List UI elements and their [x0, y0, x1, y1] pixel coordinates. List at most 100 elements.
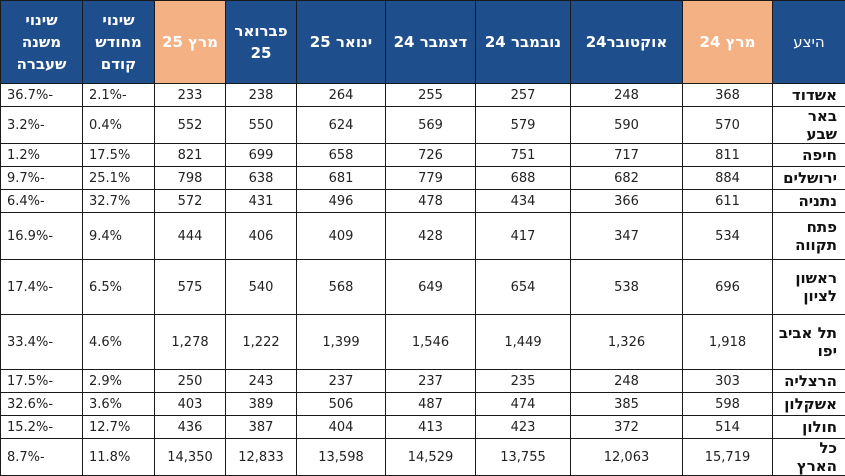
header-feb25: פברואר 25: [226, 1, 297, 84]
yoy-cell: -32.6%: [1, 393, 83, 416]
region-cell: פתח תקווה: [773, 213, 845, 260]
yoy-cell: -17.5%: [1, 370, 83, 393]
value-cell: 681: [297, 167, 386, 190]
value-cell: 474: [476, 393, 571, 416]
value-cell: 387: [226, 416, 297, 439]
value-cell: 409: [297, 213, 386, 260]
mom-cell: 0.4%: [83, 107, 155, 144]
value-cell: 569: [386, 107, 476, 144]
yoy-cell: -17.4%: [1, 260, 83, 315]
value-cell: 248: [571, 370, 683, 393]
header-oct24: אוקטובר24: [571, 1, 683, 84]
region-cell: אשקלון: [773, 393, 845, 416]
value-cell: 821: [155, 144, 226, 167]
header-region: היצע: [773, 1, 845, 84]
region-cell: ירושלים: [773, 167, 845, 190]
table-row: ירושלים 884 682 688 779 681 638 798 25.1…: [1, 167, 845, 190]
value-cell: 403: [155, 393, 226, 416]
value-cell: 233: [155, 84, 226, 107]
value-cell: 496: [297, 190, 386, 213]
value-cell: 1,546: [386, 315, 476, 370]
value-cell: 423: [476, 416, 571, 439]
table-row: נתניה 611 366 434 478 496 431 572 32.7% …: [1, 190, 845, 213]
table-row: אשדוד 368 248 257 255 264 238 233 -2.1% …: [1, 84, 845, 107]
value-cell: 264: [297, 84, 386, 107]
value-cell: 624: [297, 107, 386, 144]
value-cell: 682: [571, 167, 683, 190]
yoy-cell: -36.7%: [1, 84, 83, 107]
mom-cell: 2.9%: [83, 370, 155, 393]
mom-cell: 12.7%: [83, 416, 155, 439]
value-cell: 506: [297, 393, 386, 416]
value-cell: 1,278: [155, 315, 226, 370]
mom-cell: 17.5%: [83, 144, 155, 167]
header-row: היצע מרץ 24 אוקטובר24 נובמבר 24 דצמבר 24…: [1, 1, 845, 84]
value-cell: 1,399: [297, 315, 386, 370]
header-mom: שינוי מחודש קודם: [83, 1, 155, 84]
value-cell: 237: [297, 370, 386, 393]
value-cell: 417: [476, 213, 571, 260]
value-cell: 404: [297, 416, 386, 439]
mom-cell: 3.6%: [83, 393, 155, 416]
value-cell: 1,222: [226, 315, 297, 370]
table-row: פתח תקווה 534 347 417 428 409 406 444 9.…: [1, 213, 845, 260]
region-cell-total: כל הארץ: [773, 439, 845, 476]
value-cell: 598: [683, 393, 773, 416]
region-cell: אשדוד: [773, 84, 845, 107]
value-cell: 303: [683, 370, 773, 393]
value-cell: 590: [571, 107, 683, 144]
value-cell: 444: [155, 213, 226, 260]
yoy-cell: -3.2%: [1, 107, 83, 144]
mom-cell: 9.4%: [83, 213, 155, 260]
table-row-total: כל הארץ 15,719 12,063 13,755 14,529 13,5…: [1, 439, 845, 476]
value-cell: 255: [386, 84, 476, 107]
value-cell: 238: [226, 84, 297, 107]
value-cell: 579: [476, 107, 571, 144]
value-cell: 257: [476, 84, 571, 107]
value-cell: 368: [683, 84, 773, 107]
value-cell: 237: [386, 370, 476, 393]
table-row: באר שבע 570 590 579 569 624 550 552 0.4%…: [1, 107, 845, 144]
header-mar24: מרץ 24: [683, 1, 773, 84]
value-cell: 347: [571, 213, 683, 260]
value-cell: 243: [226, 370, 297, 393]
value-cell: 434: [476, 190, 571, 213]
region-cell: ראשון לציון: [773, 260, 845, 315]
value-cell: 552: [155, 107, 226, 144]
value-cell: 235: [476, 370, 571, 393]
table-row: אשקלון 598 385 474 487 506 389 403 3.6% …: [1, 393, 845, 416]
value-cell: 372: [571, 416, 683, 439]
value-cell: 248: [571, 84, 683, 107]
value-cell: 385: [571, 393, 683, 416]
value-cell: 572: [155, 190, 226, 213]
value-cell: 436: [155, 416, 226, 439]
value-cell: 1,918: [683, 315, 773, 370]
table-row: הרצליה 303 248 235 237 237 243 250 2.9% …: [1, 370, 845, 393]
value-cell: 540: [226, 260, 297, 315]
region-cell: חיפה: [773, 144, 845, 167]
region-cell: תל אביב יפו: [773, 315, 845, 370]
yoy-cell: -16.9%: [1, 213, 83, 260]
value-cell: 413: [386, 416, 476, 439]
value-cell: 431: [226, 190, 297, 213]
value-cell: 15,719: [683, 439, 773, 476]
value-cell: 658: [297, 144, 386, 167]
mom-cell: 11.8%: [83, 439, 155, 476]
value-cell: 688: [476, 167, 571, 190]
value-cell: 568: [297, 260, 386, 315]
mom-cell: -2.1%: [83, 84, 155, 107]
value-cell: 726: [386, 144, 476, 167]
value-cell: 14,529: [386, 439, 476, 476]
value-cell: 14,350: [155, 439, 226, 476]
value-cell: 13,598: [297, 439, 386, 476]
value-cell: 12,833: [226, 439, 297, 476]
table-row: חיפה 811 717 751 726 658 699 821 17.5% 1…: [1, 144, 845, 167]
value-cell: 699: [226, 144, 297, 167]
header-nov24: נובמבר 24: [476, 1, 571, 84]
value-cell: 1,449: [476, 315, 571, 370]
table-row: ראשון לציון 696 538 654 649 568 540 575 …: [1, 260, 845, 315]
region-cell: באר שבע: [773, 107, 845, 144]
value-cell: 779: [386, 167, 476, 190]
mom-cell: 4.6%: [83, 315, 155, 370]
